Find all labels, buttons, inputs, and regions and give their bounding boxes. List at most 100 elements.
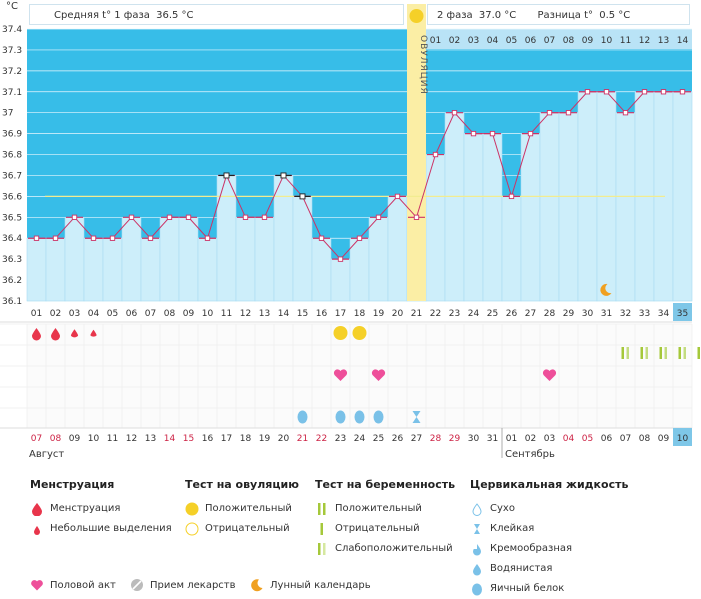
temperature-bar bbox=[216, 175, 237, 302]
cycle-day-label: 35 bbox=[677, 309, 688, 319]
egg-white-icon bbox=[472, 583, 482, 596]
temperature-bar bbox=[197, 237, 218, 302]
temperature-point bbox=[603, 89, 610, 95]
phase2-day-label: 12 bbox=[639, 36, 650, 46]
phase2-day-label: 03 bbox=[468, 36, 479, 46]
temperature-point bbox=[52, 235, 59, 241]
temperature-bar bbox=[615, 112, 636, 302]
cycle-day-label: 04 bbox=[88, 309, 100, 319]
cycle-day-label: 19 bbox=[373, 309, 385, 319]
temperature-point bbox=[470, 130, 477, 137]
pregnancy-test-icon bbox=[645, 347, 648, 359]
temperature-bar bbox=[387, 196, 408, 302]
heart-icon bbox=[31, 580, 43, 591]
temperature-bar bbox=[64, 217, 85, 302]
pregnancy-test-icon bbox=[621, 347, 624, 359]
cycle-day-label: 28 bbox=[544, 309, 556, 319]
y-tick-label: 36.5 bbox=[2, 213, 22, 223]
legend-item-label: Лунный календарь bbox=[270, 579, 371, 591]
watery-icon bbox=[473, 564, 481, 576]
temperature-point bbox=[432, 151, 439, 158]
drop-large-icon bbox=[32, 503, 42, 516]
temperature-point bbox=[147, 235, 154, 241]
diff-value: 0.5 °C bbox=[599, 10, 631, 21]
y-tick-label: 36.3 bbox=[2, 255, 22, 265]
temperature-bar bbox=[558, 112, 579, 302]
legend-intercourse: Половой акт bbox=[30, 578, 116, 592]
y-tick-label: 37.4 bbox=[2, 25, 22, 35]
date-label: 25 bbox=[373, 434, 384, 444]
legend-medication: Прием лекарств bbox=[130, 578, 236, 592]
temperature-point bbox=[128, 214, 135, 220]
menstruation-drop-icon bbox=[70, 329, 79, 338]
legend-item: Водянистая bbox=[470, 559, 628, 579]
cycle-day-label: 24 bbox=[468, 309, 480, 319]
pregnancy-test-icon bbox=[683, 347, 686, 359]
date-label: 16 bbox=[202, 434, 214, 444]
temperature-point bbox=[166, 214, 173, 220]
temperature-point bbox=[527, 130, 534, 137]
temperature-bar bbox=[254, 217, 275, 302]
marked-point bbox=[223, 172, 230, 179]
cycle-day-label: 29 bbox=[563, 309, 575, 319]
legend-item-label: Небольшие выделения bbox=[50, 523, 172, 534]
legend-item: Кремообразная bbox=[470, 539, 628, 559]
phase1-summary: Средняя t° 1 фаза 36.5 °C bbox=[29, 4, 404, 25]
cycle-day-label: 09 bbox=[183, 309, 195, 319]
phase2-day-label: 02 bbox=[449, 36, 460, 46]
intercourse-heart-icon bbox=[371, 369, 386, 381]
ovulation-positive-icon bbox=[333, 326, 348, 340]
cycle-day-label: 07 bbox=[145, 309, 156, 319]
cycle-day-label: 17 bbox=[335, 309, 346, 319]
current-day-highlight bbox=[673, 303, 692, 321]
date-label: 24 bbox=[354, 434, 366, 444]
date-label: 07 bbox=[31, 434, 42, 444]
legend-item-label: Слабоположительный bbox=[335, 543, 453, 554]
temperature-bar bbox=[444, 112, 465, 302]
ovulation-column bbox=[407, 4, 426, 301]
phase2-day-label: 05 bbox=[506, 36, 517, 46]
unit-label: °C bbox=[6, 1, 18, 12]
cycle-day-label: 14 bbox=[278, 309, 290, 319]
date-label: 30 bbox=[468, 434, 480, 444]
legend-cervical: Цервикальная жидкость Сухо Клейкая Кремо… bbox=[470, 478, 628, 599]
temperature-bar bbox=[140, 237, 161, 302]
phase1-value: 36.5 °C bbox=[156, 10, 194, 21]
legend-item: Яичный белок bbox=[470, 579, 628, 599]
date-label: 09 bbox=[69, 434, 81, 444]
intercourse-heart-icon bbox=[542, 369, 557, 381]
legend-item-label: Отрицательный bbox=[205, 523, 290, 534]
date-label: 19 bbox=[259, 434, 271, 444]
phase2-day-label: 10 bbox=[601, 36, 613, 46]
ovulation-negative-icon bbox=[185, 522, 199, 536]
legend-item: Отрицательный bbox=[185, 519, 299, 539]
legend-menstruation-title: Менструация bbox=[30, 478, 115, 491]
pregnancy-test-icon bbox=[697, 347, 700, 359]
date-label: 18 bbox=[240, 434, 252, 444]
y-tick-label: 36.4 bbox=[2, 234, 22, 244]
date-label: 02 bbox=[525, 434, 536, 444]
date-label: 22 bbox=[316, 434, 327, 444]
legend-item-label: Прием лекарств bbox=[150, 579, 236, 591]
legend-item-label: Кремообразная bbox=[490, 543, 573, 554]
phase2-value: 37.0 °C bbox=[478, 10, 517, 21]
ovulation-sun-icon bbox=[409, 9, 424, 23]
legend-item-label: Водянистая bbox=[490, 563, 553, 574]
legend-cervical-title: Цервикальная жидкость bbox=[470, 478, 629, 491]
legend-item-label: Менструация bbox=[50, 503, 121, 514]
egg-white-icon bbox=[373, 410, 384, 424]
legend-ovulation-test: Тест на овуляцию Положительный Отрицател… bbox=[185, 478, 299, 539]
cycle-day-label: 20 bbox=[392, 309, 404, 319]
temperature-point bbox=[375, 214, 382, 220]
temperature-bar bbox=[83, 237, 104, 302]
temperature-bar bbox=[368, 217, 389, 302]
phase2-day-label: 14 bbox=[677, 36, 689, 46]
month-label: Август bbox=[29, 449, 64, 460]
month-label: Сентябрь bbox=[505, 449, 555, 460]
date-label: 10 bbox=[677, 434, 689, 444]
pregnancy-test-icon bbox=[659, 347, 662, 359]
date-label: 03 bbox=[544, 434, 555, 444]
temperature-bar bbox=[482, 133, 503, 302]
temperature-point bbox=[261, 214, 268, 220]
